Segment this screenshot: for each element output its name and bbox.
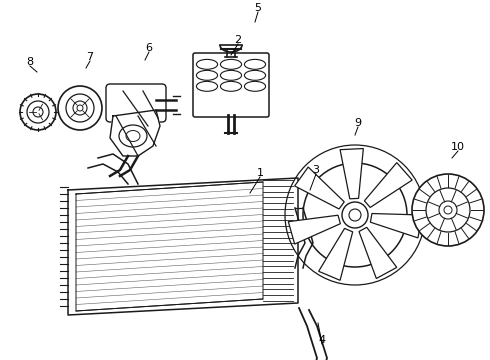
- Text: 4: 4: [318, 335, 325, 345]
- Polygon shape: [68, 178, 298, 315]
- FancyBboxPatch shape: [106, 84, 166, 122]
- Circle shape: [426, 188, 470, 232]
- Polygon shape: [359, 227, 397, 279]
- Polygon shape: [294, 167, 344, 209]
- Circle shape: [20, 94, 56, 130]
- Circle shape: [66, 94, 94, 122]
- Circle shape: [303, 163, 407, 267]
- Text: 8: 8: [26, 57, 33, 67]
- Text: 2: 2: [234, 35, 242, 45]
- Circle shape: [58, 86, 102, 130]
- Circle shape: [27, 101, 49, 123]
- Polygon shape: [365, 163, 412, 207]
- Text: 1: 1: [256, 168, 264, 178]
- Text: 5: 5: [254, 3, 262, 13]
- Polygon shape: [340, 149, 363, 199]
- Text: 10: 10: [451, 142, 465, 152]
- Text: 9: 9: [354, 118, 362, 128]
- Polygon shape: [110, 110, 160, 156]
- Polygon shape: [318, 229, 353, 280]
- Polygon shape: [288, 215, 341, 244]
- Circle shape: [412, 174, 484, 246]
- Text: 6: 6: [146, 43, 152, 53]
- Text: 7: 7: [86, 52, 94, 62]
- FancyBboxPatch shape: [193, 53, 269, 117]
- Text: 3: 3: [313, 165, 319, 175]
- Circle shape: [342, 202, 368, 228]
- Polygon shape: [370, 213, 422, 238]
